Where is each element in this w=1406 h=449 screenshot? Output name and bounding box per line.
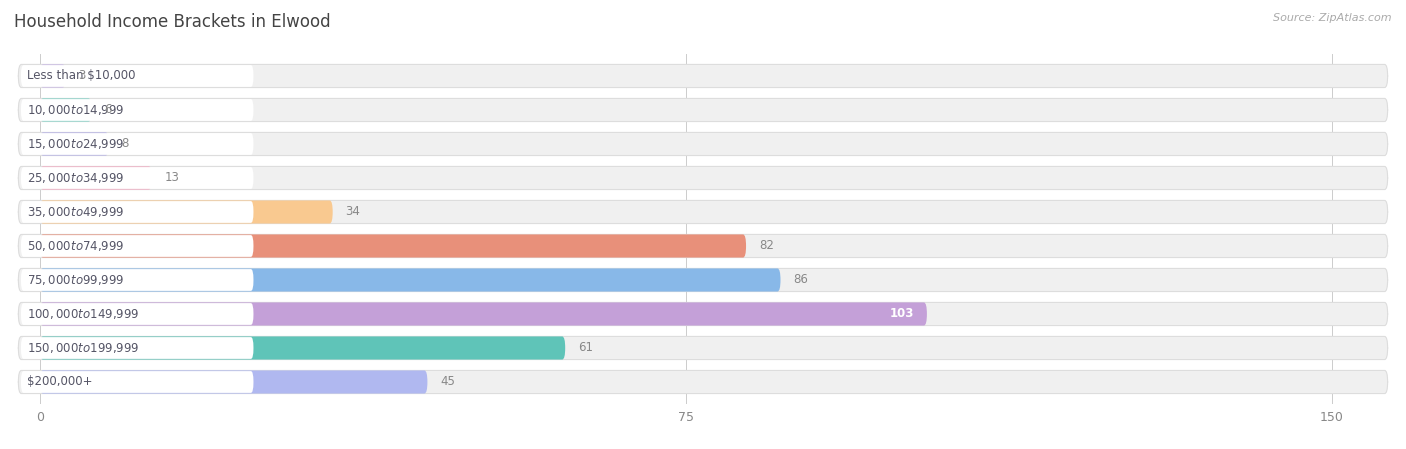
FancyBboxPatch shape [18, 303, 1388, 326]
FancyBboxPatch shape [21, 201, 253, 223]
FancyBboxPatch shape [18, 336, 1388, 360]
Text: Less than $10,000: Less than $10,000 [27, 70, 135, 83]
FancyBboxPatch shape [39, 132, 108, 155]
Text: 103: 103 [890, 308, 914, 321]
FancyBboxPatch shape [18, 234, 1388, 258]
Text: 13: 13 [165, 172, 180, 185]
Text: 61: 61 [578, 342, 593, 355]
FancyBboxPatch shape [18, 167, 1388, 189]
Text: $25,000 to $34,999: $25,000 to $34,999 [27, 171, 125, 185]
Text: $35,000 to $49,999: $35,000 to $49,999 [27, 205, 125, 219]
Text: $75,000 to $99,999: $75,000 to $99,999 [27, 273, 125, 287]
Text: $100,000 to $149,999: $100,000 to $149,999 [27, 307, 139, 321]
FancyBboxPatch shape [21, 65, 253, 87]
FancyBboxPatch shape [39, 303, 927, 326]
Text: Source: ZipAtlas.com: Source: ZipAtlas.com [1274, 13, 1392, 23]
Text: $10,000 to $14,999: $10,000 to $14,999 [27, 103, 125, 117]
FancyBboxPatch shape [39, 98, 91, 122]
Text: $200,000+: $200,000+ [27, 375, 93, 388]
FancyBboxPatch shape [21, 99, 253, 121]
Text: $50,000 to $74,999: $50,000 to $74,999 [27, 239, 125, 253]
FancyBboxPatch shape [39, 336, 565, 360]
FancyBboxPatch shape [18, 132, 1388, 155]
FancyBboxPatch shape [18, 370, 1388, 394]
Text: 34: 34 [346, 206, 360, 219]
Text: 82: 82 [759, 239, 773, 252]
FancyBboxPatch shape [21, 337, 253, 359]
FancyBboxPatch shape [39, 269, 780, 291]
Text: 86: 86 [793, 273, 808, 286]
FancyBboxPatch shape [21, 167, 253, 189]
FancyBboxPatch shape [21, 269, 253, 291]
FancyBboxPatch shape [18, 200, 1388, 224]
FancyBboxPatch shape [18, 269, 1388, 291]
FancyBboxPatch shape [39, 167, 152, 189]
FancyBboxPatch shape [21, 303, 253, 325]
Text: $15,000 to $24,999: $15,000 to $24,999 [27, 137, 125, 151]
Text: 45: 45 [440, 375, 456, 388]
FancyBboxPatch shape [18, 98, 1388, 122]
Text: 6: 6 [104, 103, 112, 116]
Text: 8: 8 [122, 137, 129, 150]
FancyBboxPatch shape [39, 64, 66, 88]
FancyBboxPatch shape [39, 200, 333, 224]
Text: Household Income Brackets in Elwood: Household Income Brackets in Elwood [14, 13, 330, 31]
FancyBboxPatch shape [39, 370, 427, 394]
FancyBboxPatch shape [18, 64, 1388, 88]
FancyBboxPatch shape [21, 133, 253, 155]
Text: $150,000 to $199,999: $150,000 to $199,999 [27, 341, 139, 355]
FancyBboxPatch shape [21, 371, 253, 393]
Text: 3: 3 [79, 70, 86, 83]
FancyBboxPatch shape [39, 234, 747, 258]
FancyBboxPatch shape [21, 235, 253, 257]
